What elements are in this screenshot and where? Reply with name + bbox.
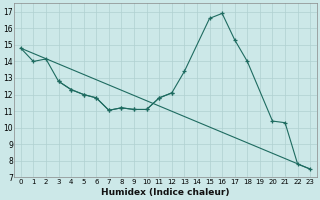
X-axis label: Humidex (Indice chaleur): Humidex (Indice chaleur)	[101, 188, 230, 197]
